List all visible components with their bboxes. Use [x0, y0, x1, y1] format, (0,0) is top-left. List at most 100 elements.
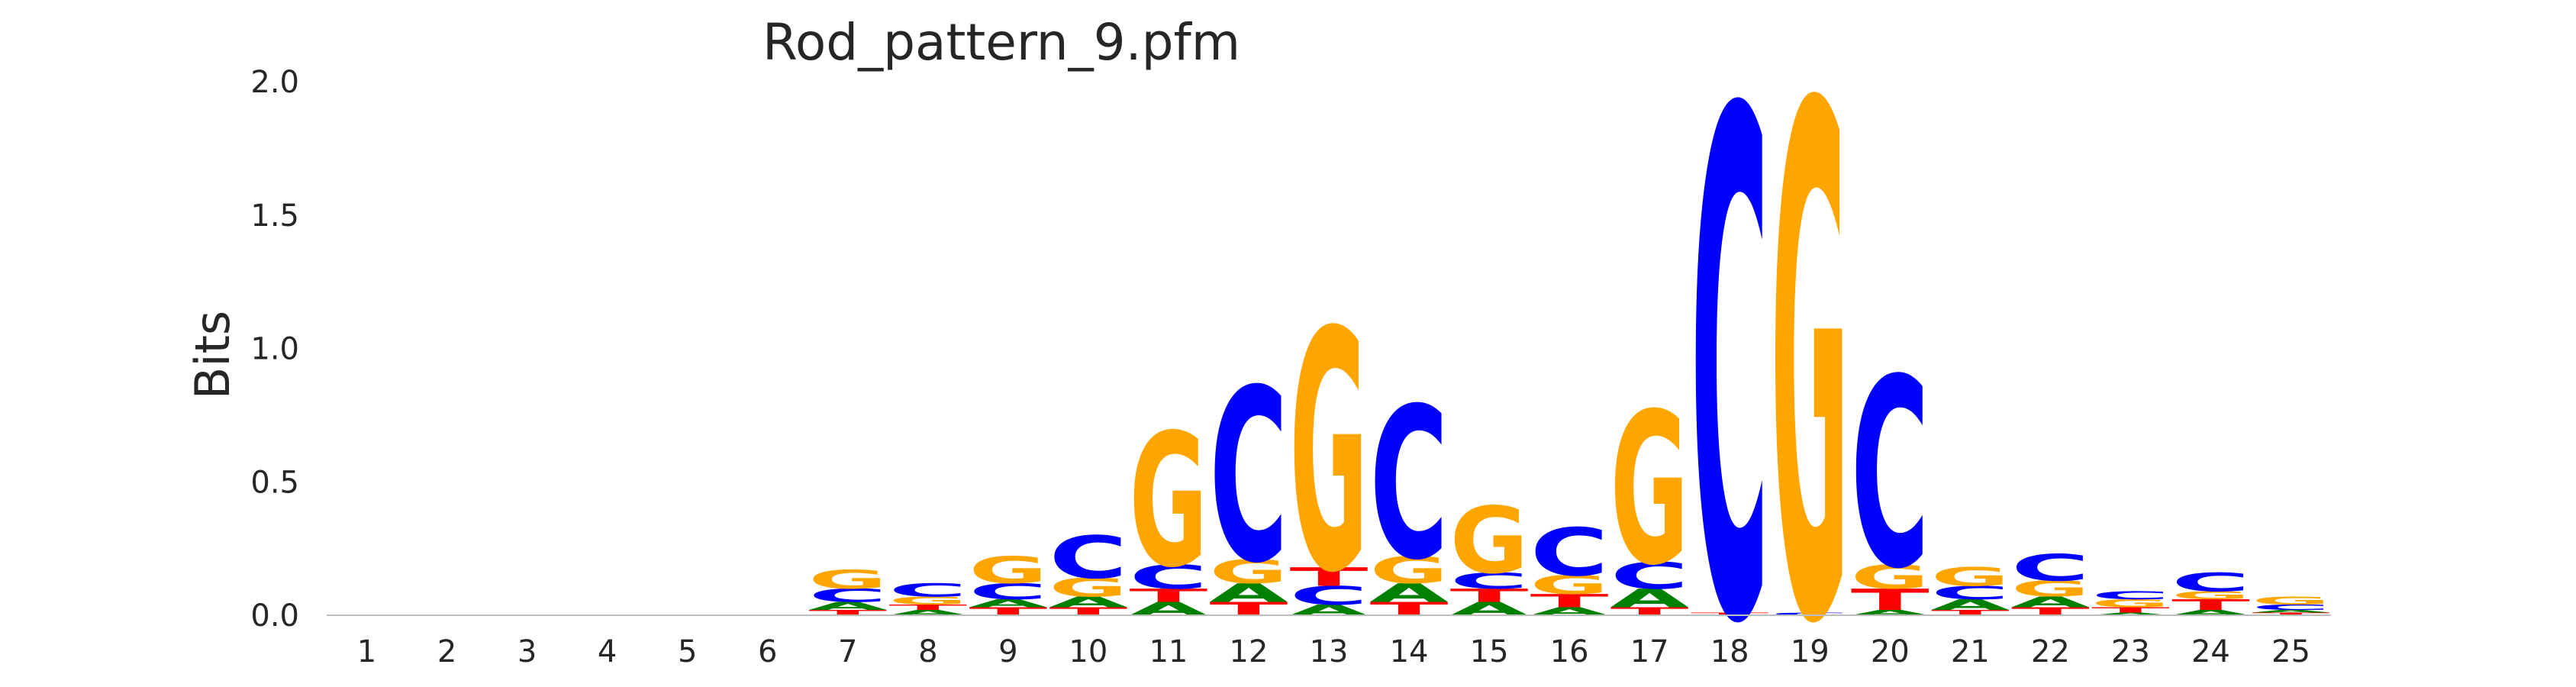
- x-tick-label: 9: [998, 634, 1017, 669]
- x-tick-label: 10: [1069, 634, 1107, 669]
- logo-letter-a: A: [2252, 609, 2330, 614]
- y-axis: 0.0 0.5 1.0 1.5 2.0: [250, 65, 299, 634]
- logo-letter-a: A: [1931, 596, 2010, 613]
- logo-letter-g: G: [2252, 595, 2330, 608]
- logo-letter-g: G: [1450, 488, 1529, 595]
- x-tick-label: 23: [2111, 634, 2150, 669]
- x-tick-label: 13: [1310, 634, 1349, 669]
- y-tick-label: 1.5: [250, 198, 299, 234]
- logo-letter-g: G: [969, 550, 1047, 592]
- logo-letter-g: G: [1290, 262, 1369, 645]
- logo-letter-a: A: [1049, 594, 1128, 611]
- x-tick-label: 4: [598, 634, 617, 669]
- logo-letter-a: A: [2171, 608, 2250, 617]
- logo-letter-g: G: [1851, 559, 1930, 597]
- logo-letter-t: T: [1370, 598, 1449, 620]
- logo-letter-c: C: [2091, 589, 2170, 602]
- logo-letter-c: C: [1450, 568, 1529, 593]
- x-tick-label: 1: [357, 634, 376, 669]
- logo-letter-t: T: [1530, 591, 1609, 612]
- x-tick-label: 20: [1871, 634, 1910, 669]
- x-tick-label: 22: [2031, 634, 2070, 669]
- logo-letter-a: A: [2011, 594, 2091, 611]
- logo-letter-c: C: [2171, 568, 2250, 598]
- logo-letter-c: C: [1610, 555, 1689, 598]
- logo-letter-g: G: [1370, 550, 1449, 592]
- logo-letter-c: C: [1931, 582, 2010, 604]
- x-tick-label: 18: [1710, 634, 1749, 669]
- x-tick-label: 16: [1550, 634, 1589, 669]
- logo-letter-a: A: [1450, 598, 1529, 620]
- logo-letter-t: T: [2252, 612, 2330, 617]
- logo-letter-c: C: [2252, 603, 2330, 611]
- logo-letter-t: T: [2171, 596, 2250, 613]
- y-tick-label: 1.0: [250, 332, 299, 367]
- logo-letter-c: C: [1129, 559, 1207, 597]
- logo-letter-g: G: [2011, 576, 2090, 602]
- x-tick-label: 24: [2191, 634, 2230, 669]
- logo-letter-c: C: [1209, 339, 1288, 615]
- x-tick-label: 8: [918, 634, 937, 669]
- logo-letter-c: C: [808, 585, 887, 606]
- logo-letter-t: T: [1450, 585, 1529, 607]
- x-tick-label: 7: [838, 634, 857, 669]
- logo-letter-t: T: [2091, 606, 2170, 614]
- y-tick-label: 2.0: [250, 65, 299, 100]
- logo-letter-c: C: [1290, 581, 1369, 611]
- logo-letter-a: A: [808, 600, 887, 613]
- logo-letter-t: T: [1851, 583, 1930, 618]
- x-tick-label: 11: [1149, 634, 1188, 669]
- logo-letter-c: C: [969, 579, 1047, 604]
- x-tick-label: 5: [678, 634, 697, 669]
- x-tick-label: 21: [1951, 634, 1990, 669]
- x-tick-label: 6: [758, 634, 777, 669]
- logo-letter-g: G: [1049, 572, 1127, 602]
- logo-letter-c: C: [1851, 325, 1930, 627]
- logo-letter-t: T: [1290, 563, 1369, 592]
- logo-letter-t: T: [888, 603, 967, 611]
- logo-letter-t: T: [1931, 608, 2010, 617]
- logo-letter-g: G: [1931, 563, 2010, 592]
- logo-letter-a: A: [1610, 583, 1689, 613]
- x-tick-label: 25: [2271, 634, 2310, 669]
- x-tick-label: 14: [1390, 634, 1429, 669]
- logo-letter-g: G: [1530, 570, 1609, 600]
- logo-letter-g: G: [1129, 396, 1207, 608]
- logo-letter-c: C: [1530, 514, 1609, 591]
- logo-letter-a: A: [969, 597, 1047, 610]
- logo-letter-c: C: [1691, 0, 1769, 687]
- logo-letter-a: A: [1851, 608, 1930, 617]
- logo-letter-t: T: [1691, 612, 1769, 617]
- logo-letter-g: G: [1610, 369, 1689, 611]
- logo-letter-c: C: [1370, 365, 1449, 607]
- logo-letter-g: G: [888, 595, 967, 608]
- logo-letter-t: T: [1129, 585, 1207, 607]
- logo-letter-t: T: [1209, 598, 1288, 620]
- logo-letter-g: G: [808, 565, 887, 595]
- chart-title: Rod_pattern_9.pfm: [762, 13, 1240, 72]
- y-tick-label: 0.0: [250, 598, 299, 634]
- x-tick-label: 3: [517, 634, 537, 669]
- logo-letter-c: C: [888, 579, 967, 601]
- logo-letter-g: G: [2091, 597, 2170, 610]
- x-tick-label: 2: [437, 634, 456, 669]
- x-axis: 1 2 3 4 5 6 7 8 9 10 11 12 13 14 15 16 17 18 19 20 21 22 23 24 2…: [357, 634, 2310, 669]
- logo-letter-t: T: [808, 608, 887, 617]
- logo-letter-a: A: [1370, 578, 1449, 608]
- x-tick-label: 15: [1470, 634, 1509, 669]
- y-tick-label: 0.5: [250, 465, 299, 500]
- logo-letter-a: A: [2091, 612, 2170, 617]
- logo-letter-a: A: [1129, 598, 1207, 620]
- logo-letter-a: A: [888, 608, 967, 617]
- logo-letter-c: C: [2011, 547, 2090, 589]
- y-axis-label: Bits: [185, 311, 240, 399]
- logo-letter-c: C: [1771, 612, 1849, 617]
- logo-letter-g: G: [2171, 589, 2250, 602]
- logo-letter-g: G: [1771, 0, 1849, 687]
- logo-letter-c: C: [1049, 524, 1127, 592]
- logo-letter-a: A: [1209, 578, 1288, 608]
- logo-letter-g: G: [1209, 553, 1288, 592]
- x-tick-label: 12: [1230, 634, 1269, 669]
